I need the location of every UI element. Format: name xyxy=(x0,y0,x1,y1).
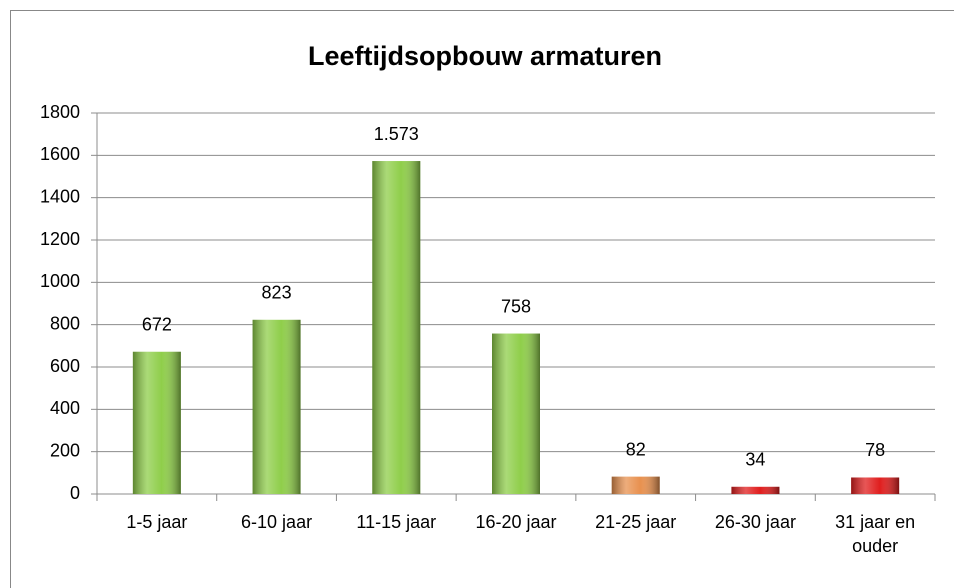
bar-shade xyxy=(132,351,181,494)
bar-shade xyxy=(492,333,540,494)
x-tick-label: 31 jaar en ouder xyxy=(835,512,916,556)
value-label: 823 xyxy=(262,283,292,303)
x-tick-label: 16-20 jaar xyxy=(475,512,557,532)
value-label: 34 xyxy=(745,450,765,470)
y-tick-label: 400 xyxy=(50,398,80,418)
bar-shade xyxy=(851,477,900,494)
y-tick-label: 200 xyxy=(50,440,80,460)
value-label: 758 xyxy=(501,296,531,316)
bar-shade xyxy=(252,319,301,494)
bar-shade xyxy=(372,161,421,494)
y-tick-label: 1800 xyxy=(40,102,80,122)
chart-border xyxy=(10,10,954,588)
x-tick-label: 26-30 jaar xyxy=(714,512,796,532)
chart-title: Leeftijdsopbouw armaturen xyxy=(308,41,662,71)
bar-shade xyxy=(611,476,660,494)
bar-shade xyxy=(731,486,780,494)
y-tick-label: 1200 xyxy=(40,229,80,249)
x-tick-label: 21-25 jaar xyxy=(595,512,677,532)
y-tick-label: 800 xyxy=(50,313,80,333)
y-tick-label: 1600 xyxy=(40,144,80,164)
x-tick-label: 1-5 jaar xyxy=(126,512,188,532)
value-label: 82 xyxy=(626,439,646,459)
y-tick-label: 1000 xyxy=(40,271,80,291)
y-tick-label: 1400 xyxy=(40,186,80,206)
y-tick-label: 0 xyxy=(70,483,80,503)
value-label: 1.573 xyxy=(374,124,419,144)
y-tick-label: 600 xyxy=(50,356,80,376)
x-tick-label: 6-10 jaar xyxy=(241,512,313,532)
x-tick-label: 11-15 jaar xyxy=(356,512,437,532)
value-label: 672 xyxy=(142,315,172,335)
value-label: 78 xyxy=(865,440,885,460)
